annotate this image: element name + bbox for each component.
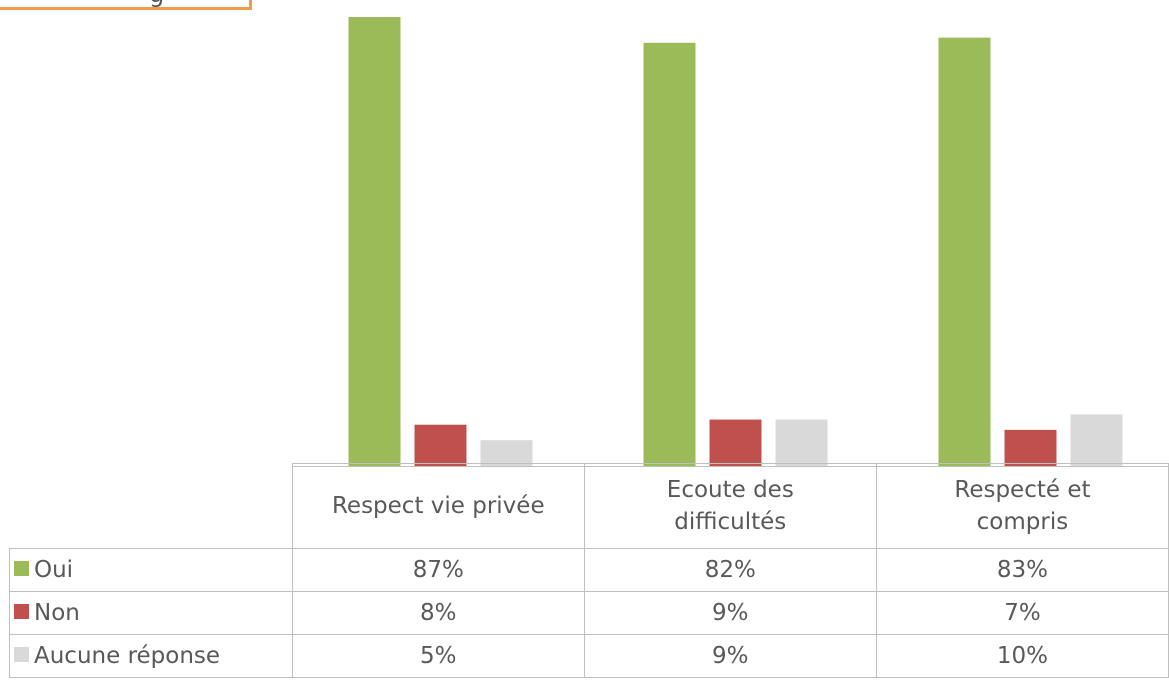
category-row: Respect vie privée Ecoute des difficulté… xyxy=(9,463,1169,549)
data-label: 87% xyxy=(291,548,585,592)
data-label: 7% xyxy=(875,591,1169,635)
category-label: Respect vie privée xyxy=(291,463,585,549)
data-label: 82% xyxy=(583,548,877,592)
data-label: 9% xyxy=(583,591,877,635)
bar xyxy=(414,424,467,466)
table-corner xyxy=(9,463,293,549)
bar xyxy=(775,419,828,466)
data-label: 8% xyxy=(291,591,585,635)
bar-chart xyxy=(293,17,1169,467)
category-label: Respecté et compris xyxy=(875,463,1169,549)
series-row-aucune: Aucune réponse 5% 9% 10% xyxy=(9,634,1169,678)
bar xyxy=(1004,429,1057,466)
bar xyxy=(938,37,991,466)
series-row-non: Non 8% 9% 7% xyxy=(9,591,1169,635)
legend-swatch xyxy=(14,647,29,662)
data-label: 9% xyxy=(583,634,877,678)
legend-entry: Non xyxy=(9,591,293,635)
highlight-text: g xyxy=(149,0,164,7)
bar xyxy=(709,419,762,466)
highlight-box: g xyxy=(0,0,252,10)
data-label: 83% xyxy=(875,548,1169,592)
data-label: 10% xyxy=(875,634,1169,678)
bar xyxy=(1070,414,1123,466)
bar xyxy=(348,17,401,466)
category-label: Ecoute des difficultés xyxy=(583,463,877,549)
bar xyxy=(643,42,696,466)
legend-swatch xyxy=(14,604,29,619)
legend-entry: Oui xyxy=(9,548,293,592)
series-row-oui: Oui 87% 82% 83% xyxy=(9,548,1169,592)
legend-swatch xyxy=(14,561,29,576)
legend-entry: Aucune réponse xyxy=(9,634,293,678)
data-table: Respect vie privée Ecoute des difficulté… xyxy=(9,463,1169,678)
bar xyxy=(480,440,533,466)
data-label: 5% xyxy=(291,634,585,678)
